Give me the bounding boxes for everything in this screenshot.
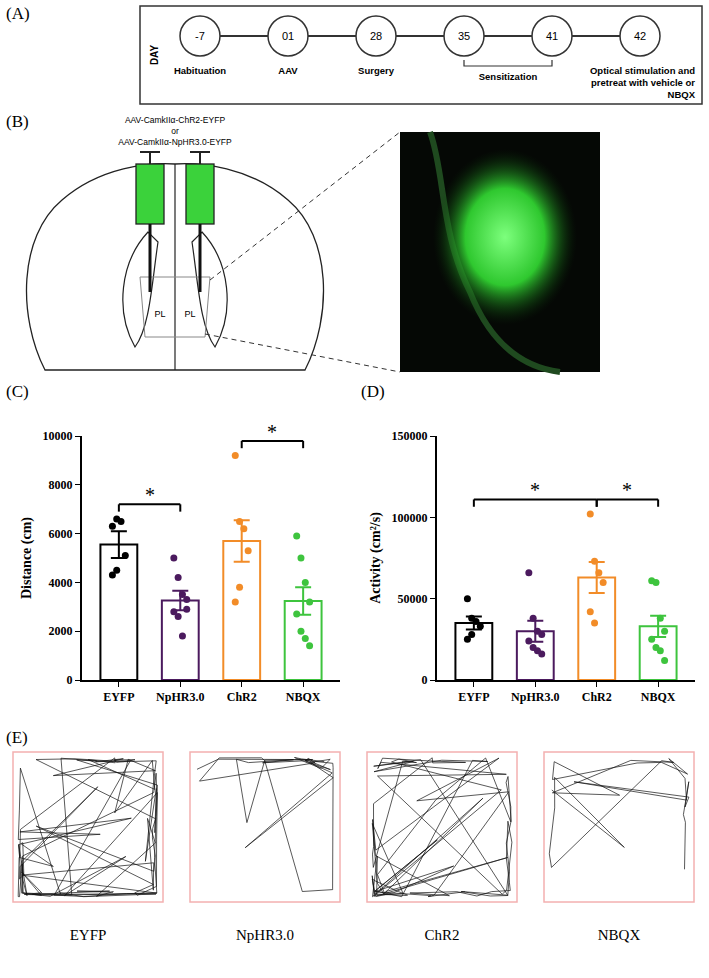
html-text:(A): (A) (6, 4, 30, 23)
svg-text:PL: PL (184, 309, 195, 319)
svg-text:Surgery: Surgery (358, 65, 395, 76)
svg-text:42: 42 (634, 30, 646, 42)
html-text:(C): (C) (6, 382, 29, 401)
svg-text:Distance (cm): Distance (cm) (19, 517, 35, 599)
svg-text:-7: -7 (195, 30, 205, 42)
svg-text:NpHR3.0: NpHR3.0 (511, 690, 559, 704)
svg-text:100000: 100000 (392, 511, 428, 525)
svg-text:6000: 6000 (49, 527, 73, 541)
svg-text:AAV-CamkIIα-ChR2-EYFP: AAV-CamkIIα-ChR2-EYFP (125, 115, 225, 125)
svg-text:EYFP: EYFP (70, 927, 107, 943)
svg-text:pretreat with vehicle or: pretreat with vehicle or (591, 77, 695, 88)
svg-text:AAV: AAV (278, 65, 298, 76)
svg-text:0: 0 (67, 673, 73, 687)
svg-text:50000: 50000 (398, 592, 428, 606)
svg-text:35: 35 (458, 30, 470, 42)
svg-text:NBQX: NBQX (641, 690, 676, 704)
svg-text:PL: PL (154, 309, 165, 319)
svg-text:*: * (145, 484, 155, 506)
svg-text:DAY: DAY (149, 45, 160, 66)
svg-text:*: * (267, 421, 277, 443)
html-text:(D): (D) (361, 382, 385, 401)
svg-text:AAV-CamkIIα-NpHR3.0-EYFP: AAV-CamkIIα-NpHR3.0-EYFP (118, 137, 232, 147)
svg-text:*: * (530, 479, 540, 501)
svg-text:10000: 10000 (43, 429, 73, 443)
svg-text:28: 28 (370, 30, 382, 42)
html-text:(B): (B) (6, 112, 29, 131)
svg-text:ChR2: ChR2 (582, 690, 612, 704)
svg-text:NBQX: NBQX (286, 690, 321, 704)
svg-text:Optical stimulation and: Optical stimulation and (590, 65, 695, 76)
svg-text:NBQX: NBQX (598, 927, 641, 943)
svg-text:0: 0 (422, 673, 428, 687)
svg-text:Activity (cm²/s): Activity (cm²/s) (368, 512, 384, 604)
svg-text:4000: 4000 (49, 576, 73, 590)
svg-text:01: 01 (282, 30, 294, 42)
svg-text:*: * (622, 479, 632, 501)
svg-text:NpHR3.0: NpHR3.0 (236, 927, 294, 943)
svg-text:ChR2: ChR2 (227, 690, 257, 704)
svg-text:or: or (171, 126, 179, 136)
svg-text:Sensitization: Sensitization (479, 71, 538, 82)
svg-text:NpHR3.0: NpHR3.0 (156, 690, 204, 704)
svg-text:Habituation: Habituation (174, 65, 226, 76)
svg-text:150000: 150000 (392, 429, 428, 443)
svg-text:8000: 8000 (49, 478, 73, 492)
svg-text:ChR2: ChR2 (424, 927, 459, 943)
html-text:(E): (E) (6, 728, 28, 747)
svg-text:EYFP: EYFP (103, 690, 134, 704)
svg-text:NBQX: NBQX (668, 89, 696, 100)
svg-text:41: 41 (546, 30, 558, 42)
svg-text:2000: 2000 (49, 624, 73, 638)
svg-text:EYFP: EYFP (458, 690, 489, 704)
